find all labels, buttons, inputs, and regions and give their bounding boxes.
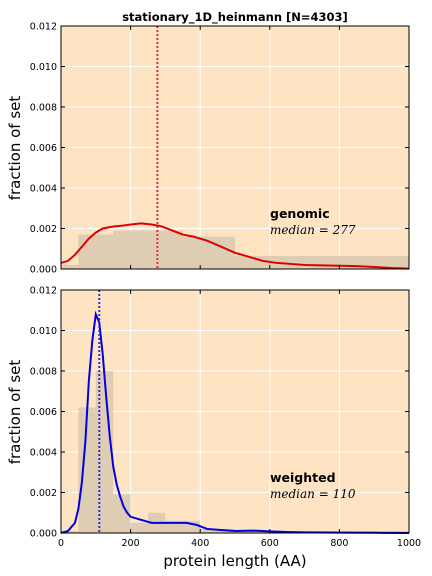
- y-tick-label: 0.012: [30, 22, 57, 33]
- top-annotation-median: median = 277: [270, 223, 356, 237]
- bottom-x-ticks: 0 200 400 600 800 1000: [58, 290, 421, 549]
- top-y-ticks: 0.000 0.002 0.004 0.006 0.008 0.010 0.012: [30, 22, 409, 276]
- y-tick-label: 0.000: [30, 529, 57, 540]
- y-tick-label: 0.004: [30, 184, 57, 195]
- histogram-bar: [61, 264, 79, 269]
- y-tick-label: 0.008: [30, 103, 57, 114]
- top-panel: 0.000 0.002 0.004 0.006 0.008 0.010 0.012 stat…: [6, 10, 410, 276]
- bottom-panel: 0.000 0.002 0.004 0.006 0.008 0.010 0.012 0 200…: [6, 286, 421, 571]
- y-tick-label: 0.000: [30, 265, 57, 276]
- x-tick-label: 1000: [397, 538, 421, 549]
- bottom-kde-curve: [60, 310, 410, 534]
- y-tick-label: 0.002: [30, 224, 57, 235]
- y-tick-label: 0.012: [30, 286, 57, 297]
- x-tick-label: 0: [58, 538, 64, 549]
- histogram-bar: [61, 530, 79, 533]
- x-tick-label: 800: [330, 538, 348, 549]
- x-tick-label: 400: [191, 538, 209, 549]
- histogram-bar: [113, 230, 148, 269]
- histogram-bar: [130, 522, 148, 533]
- histogram-bar: [148, 230, 183, 269]
- y-tick-label: 0.004: [30, 448, 57, 459]
- histogram-bar: [200, 528, 235, 533]
- top-x-ticks: [60, 26, 410, 269]
- top-kde-curve: [60, 222, 410, 270]
- y-tick-label: 0.010: [30, 326, 57, 337]
- top-histogram: [61, 230, 409, 269]
- y-tick-label: 0.008: [30, 367, 57, 378]
- top-y-axis-label: fraction of set: [6, 96, 24, 201]
- top-annotation-label: genomic: [270, 206, 330, 221]
- y-tick-label: 0.002: [30, 488, 57, 499]
- chart-title: stationary_1D_heinmann [N=4303]: [122, 10, 348, 25]
- x-tick-label: 600: [261, 538, 279, 549]
- histogram-bar: [78, 407, 96, 533]
- x-axis-label: protein length (AA): [163, 552, 306, 570]
- bottom-y-ticks: 0.000 0.002 0.004 0.006 0.008 0.010 0.012: [30, 286, 409, 540]
- y-tick-label: 0.010: [30, 62, 57, 73]
- y-tick-label: 0.006: [30, 407, 57, 418]
- x-tick-label: 200: [122, 538, 140, 549]
- bottom-annotation-label: weighted: [270, 470, 336, 485]
- histogram-bar: [165, 520, 183, 533]
- histogram-bar: [113, 494, 131, 533]
- bottom-y-axis-label: fraction of set: [6, 360, 24, 465]
- bottom-annotation-median: median = 110: [270, 487, 356, 501]
- histogram-bar: [78, 234, 114, 269]
- y-tick-label: 0.006: [30, 143, 57, 154]
